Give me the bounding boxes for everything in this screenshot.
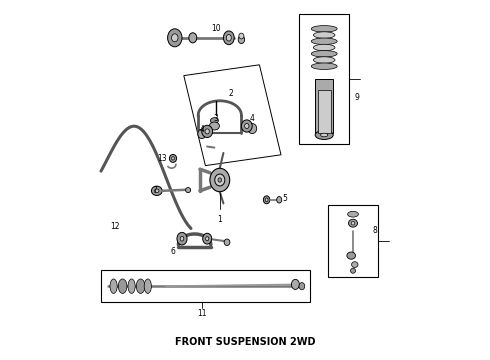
Ellipse shape <box>242 120 252 132</box>
Bar <box>328 205 378 277</box>
Text: 13: 13 <box>157 154 167 163</box>
Text: 4: 4 <box>199 125 204 134</box>
Ellipse shape <box>347 211 358 217</box>
Text: 11: 11 <box>197 309 207 318</box>
Ellipse shape <box>180 236 184 241</box>
Ellipse shape <box>350 268 356 273</box>
Ellipse shape <box>311 26 337 32</box>
Ellipse shape <box>202 125 213 138</box>
Ellipse shape <box>170 154 176 162</box>
Ellipse shape <box>110 279 117 293</box>
Ellipse shape <box>263 196 270 204</box>
Ellipse shape <box>172 157 174 160</box>
Text: 1: 1 <box>218 215 222 224</box>
Ellipse shape <box>265 198 268 202</box>
Ellipse shape <box>311 63 337 69</box>
Ellipse shape <box>224 239 230 246</box>
Ellipse shape <box>215 174 225 186</box>
Ellipse shape <box>128 279 135 293</box>
Text: 7: 7 <box>152 186 157 195</box>
Ellipse shape <box>248 123 257 134</box>
Ellipse shape <box>168 29 182 47</box>
Text: 4: 4 <box>250 114 255 123</box>
Bar <box>315 79 333 133</box>
Ellipse shape <box>209 122 220 130</box>
Ellipse shape <box>172 34 178 42</box>
Text: 3: 3 <box>214 114 219 123</box>
Ellipse shape <box>223 31 234 45</box>
Ellipse shape <box>315 131 333 140</box>
Ellipse shape <box>189 33 197 43</box>
Bar <box>299 14 349 144</box>
Ellipse shape <box>320 133 328 137</box>
Ellipse shape <box>144 279 151 293</box>
Text: 12: 12 <box>111 222 120 231</box>
Ellipse shape <box>155 189 159 193</box>
Ellipse shape <box>218 178 221 182</box>
Ellipse shape <box>245 123 249 129</box>
Bar <box>318 90 331 133</box>
Ellipse shape <box>314 44 335 51</box>
Ellipse shape <box>277 197 282 203</box>
Ellipse shape <box>238 36 245 44</box>
Ellipse shape <box>314 32 335 38</box>
Ellipse shape <box>347 252 356 259</box>
Text: FRONT SUSPENSION 2WD: FRONT SUSPENSION 2WD <box>175 337 315 347</box>
Ellipse shape <box>210 118 219 123</box>
Ellipse shape <box>348 219 358 227</box>
Text: 8: 8 <box>372 226 377 235</box>
Ellipse shape <box>292 279 299 289</box>
Ellipse shape <box>311 38 337 45</box>
Ellipse shape <box>205 129 209 134</box>
Ellipse shape <box>351 262 358 267</box>
Ellipse shape <box>299 283 305 290</box>
Ellipse shape <box>177 233 187 245</box>
Text: 5: 5 <box>282 194 287 202</box>
Ellipse shape <box>203 233 212 244</box>
Ellipse shape <box>314 57 335 63</box>
Bar <box>101 270 310 302</box>
Ellipse shape <box>311 50 337 57</box>
Ellipse shape <box>206 237 209 241</box>
Ellipse shape <box>118 279 127 293</box>
Ellipse shape <box>186 188 191 193</box>
Ellipse shape <box>151 186 162 195</box>
Ellipse shape <box>226 35 231 41</box>
Text: 10: 10 <box>211 24 221 33</box>
Ellipse shape <box>210 168 230 192</box>
Ellipse shape <box>239 33 244 39</box>
Text: 6: 6 <box>171 248 175 256</box>
Ellipse shape <box>198 129 206 139</box>
Text: 2: 2 <box>228 89 233 98</box>
Ellipse shape <box>136 279 145 293</box>
Text: 9: 9 <box>354 93 359 102</box>
Ellipse shape <box>351 221 355 225</box>
